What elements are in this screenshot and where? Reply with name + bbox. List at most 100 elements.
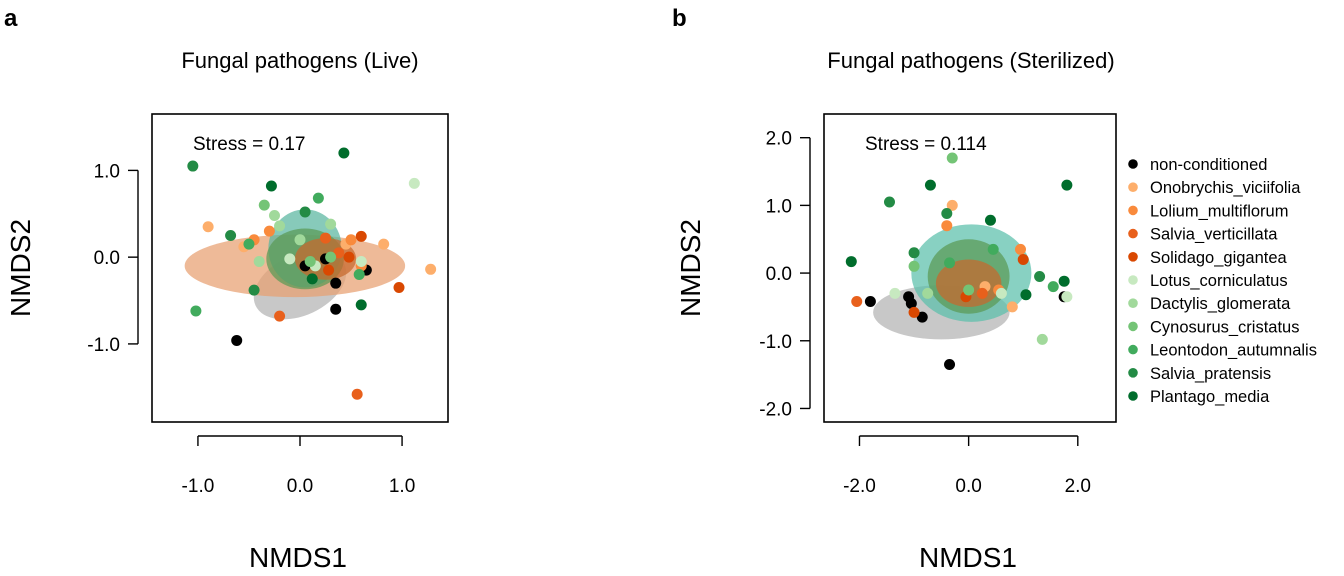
plot-frame-1: [823, 113, 1117, 423]
point-1-36: [1020, 289, 1032, 301]
legend-label-1: Onobrychis_viciifolia: [1150, 179, 1301, 197]
point-1-20: [922, 287, 934, 299]
point-0-43: [338, 147, 350, 159]
point-1-18: [995, 287, 1007, 299]
point-1-7: [1006, 301, 1018, 313]
point-1-19: [1061, 291, 1073, 303]
point-1-28: [883, 196, 895, 208]
legend-label-3: Salvia_verticillata: [1150, 226, 1278, 244]
point-1-24: [963, 284, 975, 296]
y-tick-label-0-1: 0.0: [94, 248, 120, 269]
legend: non-conditioned Onobrychis_viciifolia Loli…: [1128, 156, 1317, 406]
x-tick-label-1-1: 0.0: [955, 476, 981, 497]
point-1-27: [1047, 281, 1059, 293]
legend-marker-1: [1128, 182, 1138, 192]
point-0-7: [425, 263, 437, 275]
x-tick-label-0-1: 0.0: [287, 476, 313, 497]
plot-a: -1.0 0.0 1.0 -1.0 0.0 1.0 NMDS1 NMDS2 Stress = 0…: [5, 113, 449, 573]
point-0-12: [263, 225, 275, 237]
legend-label-8: Leontodon_autumnalis: [1150, 342, 1317, 360]
y-tick-label-1-1: -1.0: [759, 332, 792, 353]
legend-label-6: Dactylis_glomerata: [1150, 295, 1291, 313]
point-0-44: [265, 180, 277, 192]
point-0-26: [355, 255, 367, 267]
point-1-9: [941, 220, 953, 232]
point-1-21: [1036, 333, 1048, 345]
point-1-2: [905, 298, 917, 310]
legend-label-0: non-conditioned: [1150, 156, 1267, 174]
point-0-1: [330, 277, 342, 289]
point-0-20: [393, 282, 405, 294]
legend-label-9: Salvia_pratensis: [1150, 365, 1271, 383]
point-0-21: [323, 264, 335, 276]
point-0-40: [225, 229, 237, 241]
point-0-28: [274, 220, 286, 232]
legend-label-7: Cynosurus_cristatus: [1150, 318, 1299, 336]
y-tick-label-1-0: -2.0: [759, 399, 792, 420]
legend-marker-2: [1128, 205, 1138, 216]
x-axis-label-0: NMDS1: [249, 542, 347, 573]
point-1-0: [864, 296, 876, 308]
legend-marker-4: [1128, 251, 1138, 262]
x-tick-label-0-0: -1.0: [182, 476, 215, 497]
point-0-8: [378, 238, 390, 250]
legend-label-10: Plantago_media: [1150, 388, 1270, 406]
panel-a-letter: a: [4, 5, 18, 32]
x-tick-label-0-2: 1.0: [389, 476, 415, 497]
point-1-31: [908, 247, 920, 259]
legend-marker-5: [1128, 275, 1138, 285]
y-axis-label-1: NMDS2: [675, 219, 706, 317]
point-0-39: [187, 160, 199, 172]
point-1-33: [924, 179, 936, 191]
point-1-6: [946, 199, 958, 211]
point-0-36: [312, 192, 324, 204]
point-1-29: [941, 208, 953, 220]
point-0-19: [355, 230, 367, 242]
point-1-25: [944, 257, 956, 269]
point-1-15: [908, 306, 920, 318]
x-tick-label-1-2: 2.0: [1065, 476, 1091, 497]
point-0-15: [274, 310, 286, 322]
point-0-16: [351, 388, 363, 400]
legend-label-4: Solidago_gigantea: [1150, 249, 1288, 267]
legend-label-2: Lolium_multiflorum: [1150, 202, 1288, 220]
point-1-12: [851, 296, 863, 308]
y-tick-label-0-0: -1.0: [87, 335, 120, 356]
point-0-35: [190, 305, 202, 317]
point-0-46: [306, 273, 318, 285]
y-axis-label-0: NMDS2: [5, 219, 36, 317]
stress-annotation-1: Stress = 0.114: [865, 134, 987, 155]
x-axis-label-1: NMDS1: [919, 542, 1017, 573]
point-1-4: [944, 358, 956, 370]
point-1-26: [987, 243, 999, 255]
point-0-45: [355, 299, 367, 311]
y-tick-label-0-2: 1.0: [94, 161, 120, 182]
point-0-42: [248, 284, 260, 296]
stress-annotation-0: Stress = 0.17: [193, 134, 305, 155]
point-1-34: [1061, 179, 1073, 191]
legend-marker-3: [1128, 228, 1138, 239]
point-0-0: [231, 334, 243, 346]
legend-marker-7: [1128, 321, 1138, 332]
point-0-41: [299, 206, 311, 218]
panel-a-title: Fungal pathogens (Live): [181, 48, 418, 73]
point-1-23: [908, 260, 920, 272]
y-tick-label-1-2: 0.0: [766, 264, 792, 285]
point-0-33: [304, 255, 316, 267]
point-1-35: [984, 214, 996, 226]
point-0-18: [333, 247, 345, 259]
plot-b: -2.0 0.0 2.0 -2.0 -1.0 0.0 1.0 2.0 NMDS1 NMDS2 Str…: [675, 113, 1117, 573]
legend-marker-8: [1128, 344, 1138, 355]
point-1-30: [1034, 270, 1046, 282]
point-0-2: [330, 303, 342, 315]
legend-label-5: Lotus_corniculatus: [1150, 272, 1288, 290]
point-1-3: [916, 311, 928, 323]
panel-b-letter: b: [672, 5, 687, 32]
point-0-17: [320, 232, 332, 244]
point-1-13: [976, 287, 988, 299]
x-tick-label-1-0: -2.0: [843, 476, 876, 497]
point-1-32: [845, 256, 857, 268]
point-1-22: [946, 152, 958, 164]
point-0-38: [353, 269, 365, 281]
